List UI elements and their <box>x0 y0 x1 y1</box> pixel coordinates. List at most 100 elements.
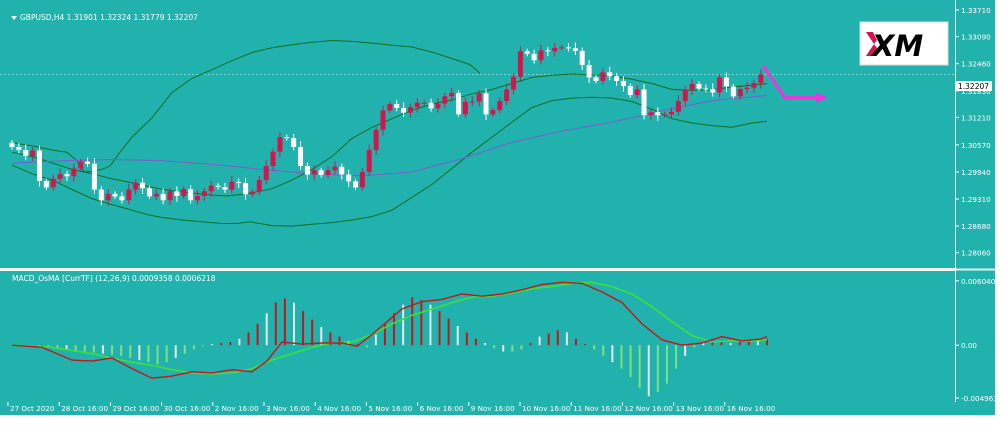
candle-body <box>456 92 462 115</box>
candle-body <box>710 89 716 93</box>
candle <box>71 163 77 182</box>
candle <box>469 95 475 107</box>
candle <box>181 186 187 199</box>
candle-body <box>669 111 675 115</box>
time-tick-label: 28 Oct 16:00 <box>61 404 108 413</box>
candle-body <box>298 147 304 166</box>
candle <box>98 186 104 206</box>
candle <box>215 183 221 190</box>
candle-body <box>394 104 400 108</box>
candle <box>222 182 228 193</box>
candle <box>208 180 214 197</box>
candle-body <box>291 138 297 148</box>
candle-body <box>188 189 194 201</box>
candle <box>723 72 729 93</box>
candle-body <box>449 92 455 97</box>
candle-body <box>78 161 84 169</box>
time-tick-label: 6 Nov 16:00 <box>420 404 464 413</box>
candle <box>641 83 647 120</box>
candle <box>85 157 91 168</box>
collapse-triangle-icon[interactable] <box>11 16 17 20</box>
candle <box>387 101 393 114</box>
candle-body <box>277 137 283 152</box>
candle <box>160 188 166 205</box>
candle <box>23 144 29 161</box>
candle-body <box>91 163 97 190</box>
candle-body <box>366 150 372 172</box>
candle-body <box>490 110 496 115</box>
candle <box>16 142 22 154</box>
candle-body <box>442 96 448 104</box>
time-tick-label: 5 Nov 16:00 <box>368 404 412 413</box>
candle-body <box>167 191 173 201</box>
candle <box>511 73 517 95</box>
candle <box>435 97 441 113</box>
candle-body <box>600 72 606 81</box>
candle <box>414 97 420 113</box>
candle <box>669 107 675 118</box>
candle <box>325 166 331 179</box>
price-axis: 1.33710 1.33090 1.32460 1.31830 1.31210 1.305… <box>955 6 991 258</box>
candle <box>655 107 661 121</box>
candle <box>146 185 152 199</box>
candle-body <box>373 129 379 151</box>
candle <box>552 42 558 57</box>
current-price-label: 1.32207 <box>958 82 989 91</box>
candle-body <box>579 50 585 65</box>
candle-body <box>229 181 235 190</box>
candle-body <box>339 166 345 175</box>
candle-body <box>421 102 427 104</box>
candle <box>442 92 448 109</box>
candle-body <box>325 170 331 175</box>
signal-line <box>11 281 768 375</box>
candle <box>421 100 427 106</box>
time-axis-background <box>0 402 995 415</box>
candle <box>50 174 56 191</box>
candle-body <box>146 188 152 197</box>
price-panel-background <box>0 0 955 268</box>
time-tick-label: 29 Oct 16:00 <box>112 404 159 413</box>
price-tick-label: 1.29940 <box>961 168 991 177</box>
candle <box>524 48 530 57</box>
candle-body <box>565 47 571 49</box>
macd-tick-label: 0.00 <box>961 341 977 350</box>
candle <box>490 107 496 117</box>
candle <box>91 158 97 194</box>
candle <box>64 170 70 182</box>
candle <box>394 99 400 112</box>
candle <box>517 46 523 83</box>
forecast-arrow-line <box>761 64 818 100</box>
candle <box>366 144 372 177</box>
candle-body <box>428 102 434 109</box>
candle <box>737 84 743 100</box>
candle-body <box>552 47 558 52</box>
candle-body <box>435 103 441 109</box>
candle-body <box>105 193 111 201</box>
candle <box>153 189 159 200</box>
candle-body <box>119 196 125 201</box>
candle-body <box>133 182 139 190</box>
candle-body <box>16 147 22 151</box>
candle <box>565 43 571 52</box>
candle-body <box>194 195 200 201</box>
candle-body <box>263 165 269 181</box>
candle <box>359 167 365 191</box>
candle <box>401 102 407 117</box>
candle <box>304 162 310 180</box>
candle-body <box>304 165 310 175</box>
candle-body <box>201 191 207 196</box>
bollinger-middle-line <box>11 73 768 197</box>
candle <box>229 176 235 194</box>
candle-body <box>160 193 166 201</box>
candle <box>620 75 626 92</box>
candle <box>717 74 723 98</box>
candle <box>483 88 489 121</box>
candle <box>201 187 207 201</box>
candle <box>126 183 132 205</box>
candle-body <box>174 191 180 196</box>
candle-body <box>531 53 537 61</box>
candle <box>600 68 606 85</box>
candle-body <box>284 137 290 139</box>
candle <box>167 187 173 206</box>
